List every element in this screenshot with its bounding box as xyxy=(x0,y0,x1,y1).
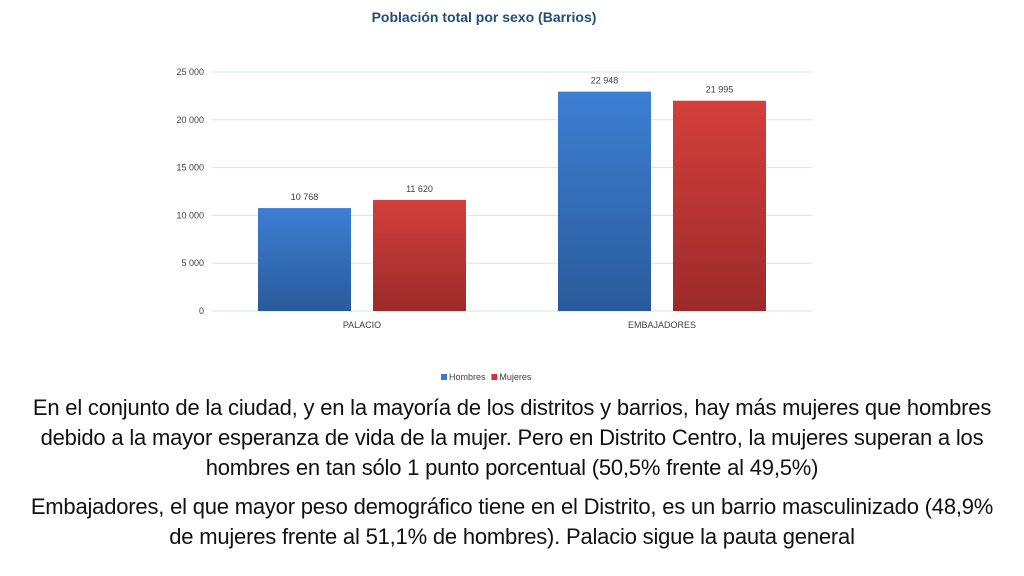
data-label: 10 768 xyxy=(291,192,319,202)
bar-mujeres-embajadores xyxy=(673,100,766,311)
data-label: 21 995 xyxy=(706,85,734,95)
y-tick-label: 25 000 xyxy=(176,67,204,77)
legend-swatch-mujeres xyxy=(491,374,498,380)
y-tick-label: 5 000 xyxy=(181,258,204,268)
legend-label-mujeres: Mujeres xyxy=(499,372,532,382)
y-tick-label: 20 000 xyxy=(176,115,204,125)
category-label: PALACIO xyxy=(343,320,381,330)
data-label: 11 620 xyxy=(406,184,433,194)
data-labels: 10 768 11 620 22 948 21 995 xyxy=(291,76,734,202)
paragraph-2: Embajadores, el que mayor peso demográfi… xyxy=(30,494,994,549)
data-label: 22 948 xyxy=(591,76,619,86)
y-axis-ticks: 0 5 000 10 000 15 000 20 000 25 000 xyxy=(176,67,204,316)
bar-hombres-palacio xyxy=(258,208,351,311)
y-tick-label: 15 000 xyxy=(176,163,204,173)
legend: Hombres Mujeres xyxy=(441,372,532,382)
x-axis-categories: PALACIO EMBAJADORES xyxy=(343,320,696,330)
legend-label-hombres: Hombres xyxy=(449,372,486,382)
paragraph-1: En el conjunto de la ciudad, y en la may… xyxy=(32,395,992,480)
chart-title: Población total por sexo (Barrios) xyxy=(372,9,597,25)
y-tick-label: 0 xyxy=(199,306,204,316)
bar-mujeres-palacio xyxy=(373,199,466,311)
category-label: EMBAJADORES xyxy=(628,320,696,330)
bar-chart: Población total por sexo (Barrios) 0 5 00… xyxy=(176,9,812,382)
body-text: En el conjunto de la ciudad, y en la may… xyxy=(20,393,1004,561)
y-tick-label: 10 000 xyxy=(176,210,204,220)
bars xyxy=(258,91,766,311)
legend-swatch-hombres xyxy=(441,374,447,380)
bar-hombres-embajadores xyxy=(558,91,651,311)
